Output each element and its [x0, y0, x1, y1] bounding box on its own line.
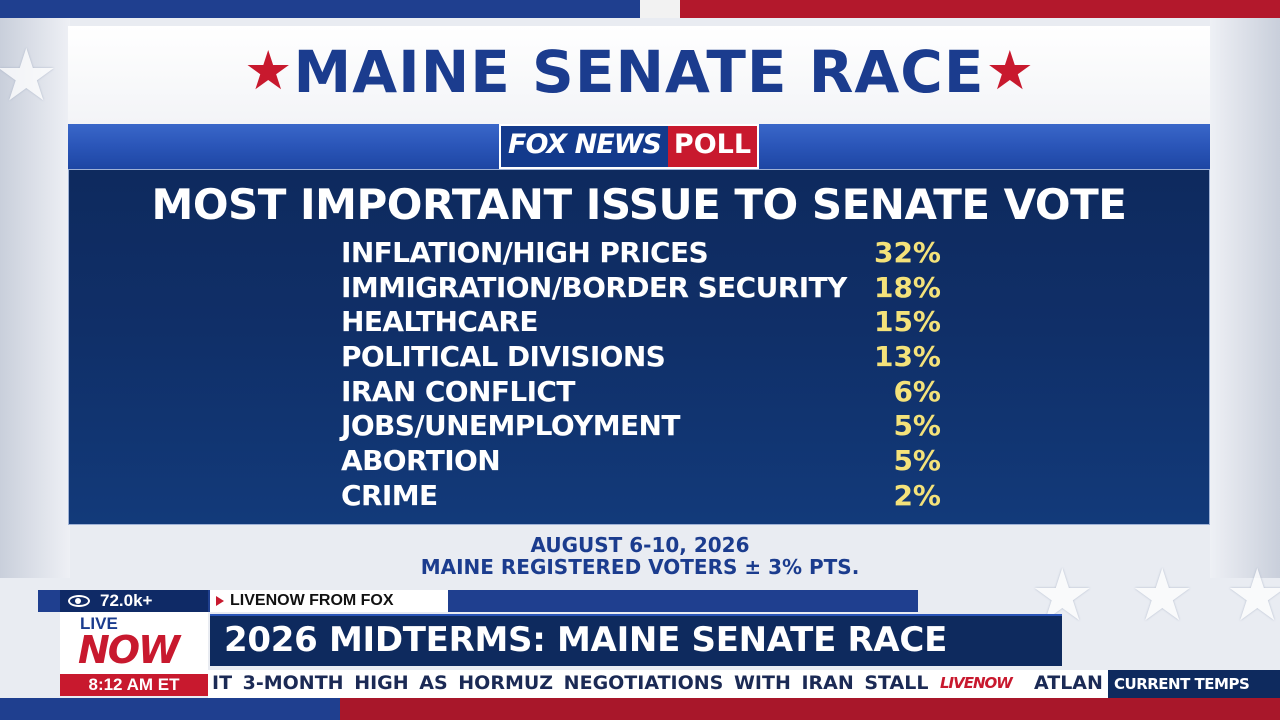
- ticker-next-item: ATLAN: [1034, 672, 1103, 694]
- page-title: MAINE SENATE RACE: [293, 38, 985, 106]
- issue-percent: 5%: [893, 444, 941, 478]
- poll-row: INFLATION/HIGH PRICES 32%: [341, 236, 941, 271]
- issue-label: ABORTION: [341, 444, 501, 478]
- issue-percent: 32%: [873, 236, 941, 269]
- poll-row: ABORTION 5%: [341, 444, 941, 479]
- background-left-panel: [0, 18, 70, 578]
- poll-dates: AUGUST 6-10, 2026: [530, 533, 750, 557]
- background-right-panel: [1210, 18, 1280, 578]
- logo-fox-news: FOX NEWS: [501, 126, 668, 167]
- background-star-icon: ★: [0, 36, 59, 116]
- poll-panel: MOST IMPORTANT ISSUE TO SENATE VOTE INFL…: [68, 169, 1210, 525]
- issue-label: IMMIGRATION/BORDER SECURITY: [341, 270, 847, 304]
- red-star-icon: ★: [244, 41, 293, 101]
- title-banner: ★ MAINE SENATE RACE ★: [68, 26, 1210, 124]
- eye-icon: [68, 595, 90, 607]
- live-now-badge: LIVE NOW: [60, 612, 208, 674]
- news-ticker: IT 3-MONTH HIGH AS HORMUZ NEGOTIATIONS W…: [208, 670, 1108, 698]
- issue-percent: 6%: [893, 374, 941, 408]
- issue-percent: 15%: [873, 305, 941, 339]
- issue-label: POLITICAL DIVISIONS: [341, 340, 666, 374]
- red-star-icon: ★: [985, 41, 1034, 101]
- poll-row: CRIME 2%: [341, 479, 941, 514]
- headline-bar: 2026 MIDTERMS: MAINE SENATE RACE: [210, 614, 1062, 666]
- viewer-count: 72.0k+: [60, 590, 208, 612]
- headline-text: 2026 MIDTERMS: MAINE SENATE RACE: [224, 620, 948, 660]
- poll-row: IRAN CONFLICT 6%: [341, 375, 941, 410]
- fox-news-poll-logo: FOX NEWS POLL: [499, 124, 760, 169]
- poll-row: HEALTHCARE 15%: [341, 305, 941, 340]
- issue-label: INFLATION/HIGH PRICES: [341, 236, 709, 269]
- source-text: LIVENOW FROM FOX: [230, 592, 394, 609]
- issue-percent: 18%: [873, 270, 941, 304]
- poll-sample: MAINE REGISTERED VOTERS ± 3% PTS.: [420, 555, 860, 579]
- background-stripe-red: [680, 0, 1280, 18]
- current-temps-tab: CURRENT TEMPS: [1108, 670, 1280, 698]
- issue-percent: 13%: [873, 340, 941, 374]
- poll-row: IMMIGRATION/BORDER SECURITY 18%: [341, 271, 941, 306]
- ticker-text: IT 3-MONTH HIGH AS HORMUZ NEGOTIATIONS W…: [212, 672, 929, 694]
- issue-label: IRAN CONFLICT: [341, 374, 575, 408]
- bottom-stripe-blue: [0, 698, 340, 720]
- poll-results-list: INFLATION/HIGH PRICES 32% IMMIGRATION/BO…: [341, 236, 941, 514]
- issue-label: HEALTHCARE: [341, 305, 538, 339]
- play-icon: [216, 596, 224, 606]
- background-star-icon: ★: [1130, 556, 1195, 636]
- background-star-icon: ★: [1225, 556, 1280, 636]
- issue-label: JOBS/UNEMPLOYMENT: [341, 409, 680, 443]
- background-stripe-white: [640, 0, 680, 18]
- viewer-count-text: 72.0k+: [100, 591, 153, 610]
- now-label: NOW: [78, 628, 180, 672]
- poll-row: JOBS/UNEMPLOYMENT 5%: [341, 409, 941, 444]
- issue-percent: 5%: [893, 409, 941, 443]
- ticker-livenow-logo: LIVENOW: [940, 674, 1013, 694]
- issue-label: CRIME: [341, 478, 438, 512]
- clock: 8:12 AM ET: [60, 674, 208, 696]
- poll-row: POLITICAL DIVISIONS 13%: [341, 340, 941, 375]
- background-stripe-blue: [0, 0, 640, 18]
- logo-poll: POLL: [667, 126, 758, 167]
- live-label: LIVE: [80, 614, 118, 633]
- source-tag: LIVENOW FROM FOX: [210, 590, 448, 612]
- issue-percent: 2%: [893, 478, 941, 512]
- poll-heading: MOST IMPORTANT ISSUE TO SENATE VOTE: [151, 180, 1127, 229]
